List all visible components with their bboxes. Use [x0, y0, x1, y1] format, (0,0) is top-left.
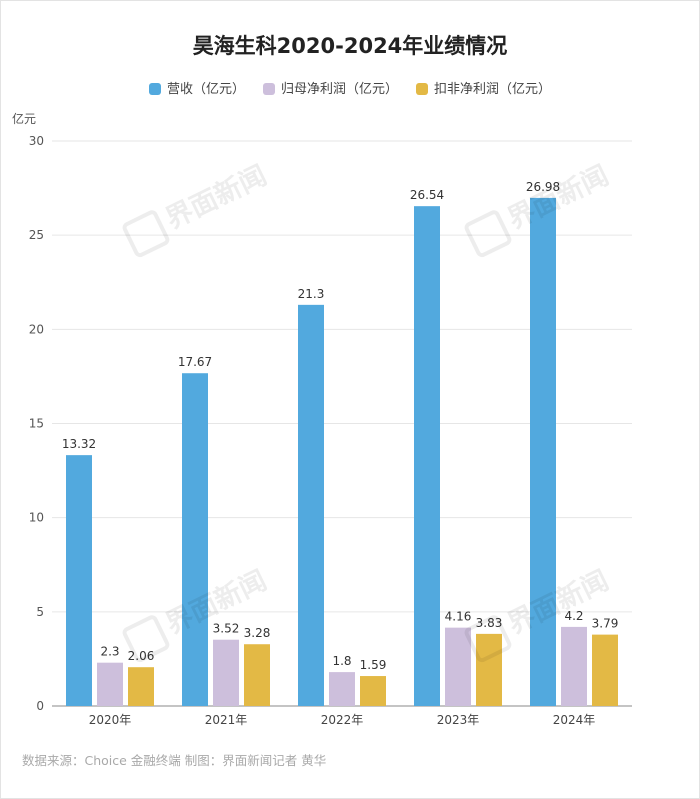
y-tick-label: 20 [29, 322, 44, 336]
bar [97, 662, 123, 706]
x-tick-label: 2024年 [553, 713, 596, 727]
bar [182, 373, 208, 706]
data-label: 2.3 [100, 645, 119, 659]
data-label: 1.8 [332, 654, 351, 668]
bar [561, 626, 587, 706]
data-label: 1.59 [360, 658, 387, 672]
data-label: 13.32 [62, 437, 96, 451]
bar-chart: 0 5 10 15 20 25 30 13.32 2.3 2.06 2020年 17.67 3.52 3.… [29, 134, 632, 727]
x-tick-label: 2021年 [205, 713, 248, 727]
bar [476, 633, 502, 706]
bar [298, 304, 324, 706]
bar [66, 455, 92, 706]
data-label: 3.52 [213, 622, 240, 636]
data-label: 17.67 [178, 355, 212, 369]
data-label: 2.06 [128, 649, 155, 663]
legend-swatch [416, 83, 428, 95]
legend-item: 营收（亿元） [148, 78, 245, 97]
bar [414, 206, 440, 706]
bar [592, 634, 618, 706]
legend-label: 归母净利润（亿元） [280, 82, 398, 97]
data-label: 3.28 [244, 626, 271, 640]
legend-swatch [148, 83, 161, 95]
x-tick-label: 2020年 [89, 713, 132, 727]
data-label: 4.16 [445, 610, 472, 624]
bar [530, 197, 556, 707]
data-label: 3.79 [592, 617, 619, 631]
y-tick-label: 5 [36, 605, 44, 619]
data-label: 3.83 [476, 616, 503, 630]
data-label: 4.2 [564, 609, 583, 623]
legend-label: 营收（亿元） [166, 82, 245, 97]
bar [244, 644, 270, 706]
y-tick-label: 25 [29, 228, 44, 242]
bar [445, 627, 471, 706]
y-tick-label: 15 [29, 417, 44, 431]
y-axis-unit-label: 亿元 [12, 112, 37, 126]
y-tick-label: 0 [36, 699, 44, 713]
legend-label: 扣非净利润（亿元） [434, 82, 552, 97]
legend: 营收（亿元） 归母净利润（亿元） 扣非净利润（亿元） [0, 78, 700, 97]
data-label: 26.54 [410, 188, 444, 202]
legend-item: 归母净利润（亿元） [262, 78, 398, 97]
legend-item: 扣非净利润（亿元） [416, 78, 551, 97]
data-label: 21.3 [298, 287, 325, 301]
y-tick-label: 10 [29, 511, 44, 525]
bar [329, 672, 355, 706]
source-note: 数据来源：Choice 金融终端 制图：界面新闻记者 黄华 [22, 753, 327, 768]
chart-title: 昊海生科2020-2024年业绩情况 [192, 34, 508, 58]
x-tick-label: 2023年 [437, 713, 480, 727]
bar [360, 676, 386, 706]
bar [213, 639, 239, 706]
x-tick-label: 2022年 [321, 713, 364, 727]
y-tick-label: 30 [29, 134, 44, 148]
data-label: 26.98 [526, 180, 560, 194]
legend-swatch [262, 83, 275, 95]
bar [128, 667, 154, 706]
